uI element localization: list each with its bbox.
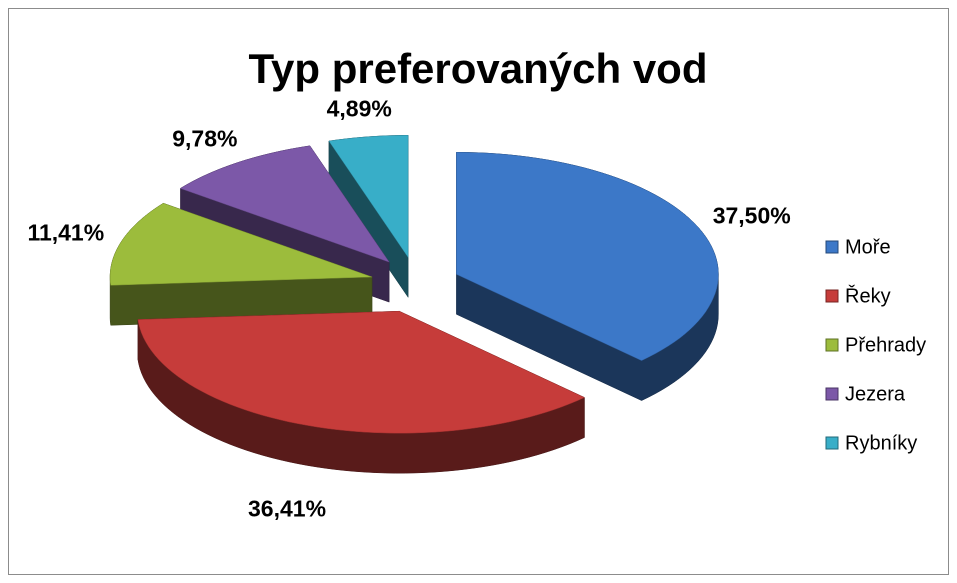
data-label: 9,78% [172, 126, 237, 152]
legend-label: Rybníky [845, 432, 917, 454]
legend-label: Moře [845, 236, 891, 258]
data-label: 37,50% [713, 202, 791, 228]
legend-label: Jezera [845, 383, 906, 405]
pie-slice [328, 135, 409, 299]
slice-top [179, 145, 390, 263]
data-label: 4,89% [327, 95, 392, 121]
legend-swatch [825, 387, 839, 401]
legend-swatch [825, 289, 839, 303]
data-label: 11,41% [27, 219, 104, 245]
pie-slice [179, 145, 390, 303]
legend-label: Přehrady [845, 334, 926, 356]
pie-slice [109, 202, 373, 326]
chart-title: Typ preferovaných vod [248, 45, 707, 92]
legend-label: Řeky [845, 284, 891, 307]
legend-swatch [825, 240, 839, 254]
slice-top [328, 135, 409, 259]
slice-top [456, 152, 719, 361]
pie-slice [456, 152, 719, 401]
slice-top [109, 202, 373, 286]
legend-swatch [825, 338, 839, 352]
legend-swatch [825, 436, 839, 450]
pie-slice [137, 310, 586, 474]
data-label: 36,41% [248, 496, 326, 522]
slice-top [137, 310, 586, 434]
